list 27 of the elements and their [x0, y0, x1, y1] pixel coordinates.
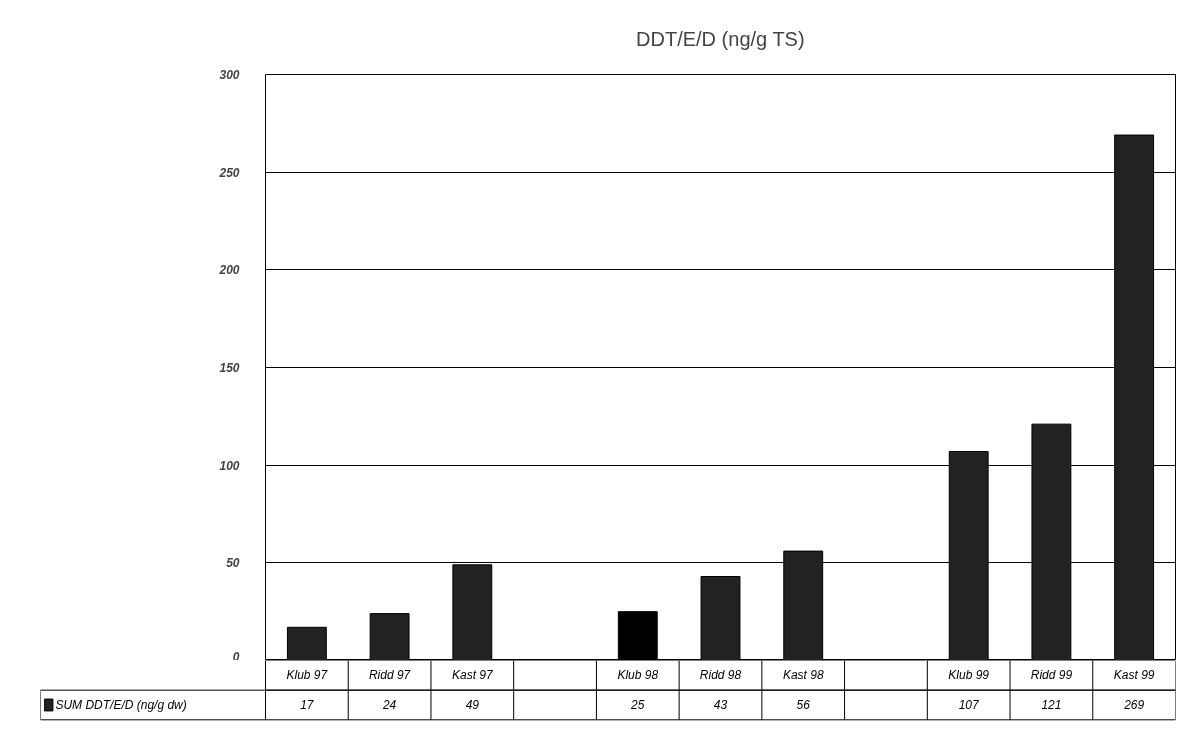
- y-tick-label: 150: [219, 361, 240, 375]
- chart-title: DDT/E/D (ng/g TS): [636, 27, 805, 50]
- x-tick-label: Ridd 97: [368, 668, 412, 683]
- y-tick-label: 200: [218, 263, 240, 278]
- y-tick-label: 100: [219, 458, 240, 473]
- x-tick-label: Ridd 98: [699, 668, 742, 683]
- x-tick-label: Klub 98: [617, 668, 659, 683]
- x-tick-label: Kast 97: [451, 668, 494, 683]
- x-tick-label: Ridd 99: [1030, 668, 1073, 683]
- data-label: 107: [958, 698, 981, 713]
- y-tick-label: 250: [218, 165, 240, 180]
- data-label: 269: [1123, 698, 1145, 713]
- data-label: 56: [796, 698, 811, 713]
- y-tick-label: 300: [219, 68, 240, 82]
- x-tick-label: Kast 98: [782, 668, 824, 683]
- data-label: 17: [300, 698, 315, 713]
- data-label: 25: [630, 698, 645, 713]
- data-label: 43: [713, 698, 728, 713]
- x-tick-label: Kast 99: [1113, 668, 1155, 683]
- data-label: 24: [381, 698, 397, 713]
- legend-label: SUM DDT/E/D (ng/g dw): [55, 697, 187, 712]
- y-tick-label: 0: [232, 649, 240, 664]
- y-tick-label: 50: [226, 556, 240, 571]
- x-tick-label: Klub 99: [948, 668, 990, 683]
- data-label: 49: [465, 698, 480, 713]
- x-tick-label: Klub 97: [286, 668, 329, 683]
- data-label: 121: [1041, 698, 1062, 713]
